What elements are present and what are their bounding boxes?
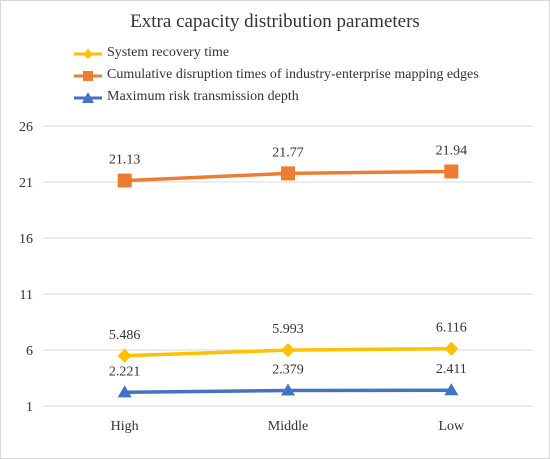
data-point-triangle [281,383,295,396]
data-label: 2.221 [109,364,141,379]
data-point-diamond [281,343,295,358]
x-tick-label: Low [438,419,465,434]
legend-label: Maximum risk transmission depth [107,89,299,104]
data-label: 21.94 [436,143,468,158]
data-label: 21.77 [272,145,304,160]
legend-marker-diamond-icon [74,49,102,59]
y-tick-label: 11 [20,288,33,303]
y-tick-label: 21 [19,176,33,191]
legend-label: Cumulative disruption times of industry-… [107,67,479,82]
data-point-triangle [444,383,459,396]
data-label: 2.379 [272,363,304,378]
legend-marker-square-icon [74,71,102,81]
y-tick-label: 6 [26,344,33,359]
y-tick-label: 1 [26,400,33,415]
data-label: 2.411 [436,362,467,377]
legend-marker-triangle-icon [74,92,102,103]
legend-label: System recovery time [107,45,230,60]
data-label: 6.116 [436,321,467,336]
y-tick-label: 26 [19,120,33,135]
data-point-square [281,166,295,181]
data-label: 5.486 [109,328,141,343]
data-point-diamond [444,341,459,356]
data-point-triangle [117,385,132,398]
x-tick-label: Middle [268,419,308,434]
data-point-square [117,173,132,188]
chart-title: Extra capacity distribution parameters [130,11,420,32]
x-tick-label: High [111,419,139,434]
y-tick-label: 16 [19,232,33,247]
data-point-diamond [117,348,132,363]
data-point-square [444,164,459,179]
data-label: 5.993 [272,322,304,337]
data-label: 21.13 [109,153,141,168]
